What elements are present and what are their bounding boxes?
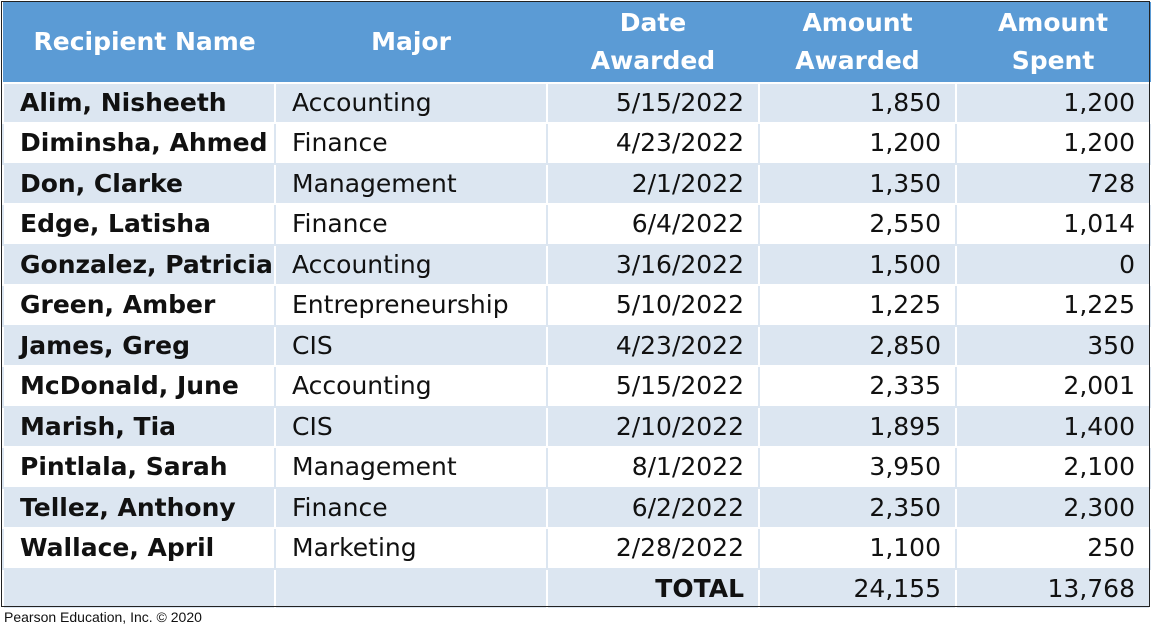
cell-recipient-name: Marish, Tia [2, 405, 276, 448]
header-recipient-name: Recipient Name [2, 2, 276, 83]
cell-amount-spent: 2,001 [955, 365, 1151, 408]
table-row: Marish, Tia CIS 2/10/2022 1,895 1,400 [2, 405, 1151, 448]
cell-major: Finance [274, 486, 548, 529]
cell-amount-spent: 0 [955, 243, 1151, 286]
cell-amount-spent: 2,300 [955, 486, 1151, 529]
cell-recipient-name: Pintlala, Sarah [2, 446, 276, 489]
cell-amount-spent: 1,400 [955, 405, 1151, 448]
total-label: TOTAL [546, 567, 760, 610]
cell-date-awarded: 6/2/2022 [546, 486, 760, 529]
cell-amount-awarded: 1,350 [758, 162, 957, 205]
cell-major: CIS [274, 324, 548, 367]
cell-recipient-name: Alim, Nisheeth [2, 81, 276, 124]
cell-amount-spent: 728 [955, 162, 1151, 205]
cell-amount-awarded: 1,100 [758, 527, 957, 570]
table-body: Alim, Nisheeth Accounting 5/15/2022 1,850 1,… [2, 81, 1151, 610]
header-amount-awarded: Amount Awarded [758, 2, 957, 83]
cell-amount-spent: 2,100 [955, 446, 1151, 489]
cell-major: Marketing [274, 527, 548, 570]
cell-date-awarded: 5/15/2022 [546, 81, 760, 124]
cell-major: Management [274, 446, 548, 489]
cell-recipient-name: Wallace, April [2, 527, 276, 570]
table-header: Recipient Name Major Date Awarded Amount… [2, 2, 1151, 83]
cell-amount-awarded: 2,350 [758, 486, 957, 529]
cell-date-awarded: 2/1/2022 [546, 162, 760, 205]
total-amount-awarded: 24,155 [758, 567, 957, 610]
cell-major: CIS [274, 405, 548, 448]
cell-date-awarded: 4/23/2022 [546, 324, 760, 367]
cell-recipient-name: Tellez, Anthony [2, 486, 276, 529]
cell-major: Finance [274, 122, 548, 165]
cell-recipient-name: Diminsha, Ahmed [2, 122, 276, 165]
table-row: Diminsha, Ahmed Finance 4/23/2022 1,200 1,20… [2, 122, 1151, 165]
cell-major: Accounting [274, 81, 548, 124]
cell-amount-awarded: 2,550 [758, 203, 957, 246]
header-row: Recipient Name Major Date Awarded Amount… [2, 2, 1151, 83]
cell-major: Finance [274, 203, 548, 246]
table-row: Tellez, Anthony Finance 6/2/2022 2,350 2,300 [2, 486, 1151, 529]
table-row: Edge, Latisha Finance 6/4/2022 2,550 1,014 [2, 203, 1151, 246]
cell-amount-spent: 1,225 [955, 284, 1151, 327]
cell-recipient-name: Gonzalez, Patricia [2, 243, 276, 286]
cell-major: Entrepreneurship [274, 284, 548, 327]
cell-amount-awarded: 2,850 [758, 324, 957, 367]
total-empty-cell [274, 567, 548, 610]
cell-date-awarded: 5/10/2022 [546, 284, 760, 327]
cell-major: Accounting [274, 243, 548, 286]
cell-amount-spent: 1,014 [955, 203, 1151, 246]
cell-date-awarded: 8/1/2022 [546, 446, 760, 489]
cell-date-awarded: 6/4/2022 [546, 203, 760, 246]
header-spent-line2: Spent [1011, 46, 1095, 76]
cell-recipient-name: McDonald, June [2, 365, 276, 408]
cell-recipient-name: Edge, Latisha [2, 203, 276, 246]
table-row: McDonald, June Accounting 5/15/2022 2,335 2,… [2, 365, 1151, 408]
cell-amount-awarded: 3,950 [758, 446, 957, 489]
header-date-awarded: Date Awarded [546, 2, 760, 83]
total-row: TOTAL 24,155 13,768 [2, 567, 1151, 610]
cell-amount-awarded: 1,200 [758, 122, 957, 165]
header-awarded-line2: Awarded [795, 46, 920, 76]
cell-amount-awarded: 2,335 [758, 365, 957, 408]
cell-recipient-name: Don, Clarke [2, 162, 276, 205]
table-row: Pintlala, Sarah Management 8/1/2022 3,950 2,… [2, 446, 1151, 489]
cell-recipient-name: Green, Amber [2, 284, 276, 327]
total-empty-cell [2, 567, 276, 610]
scholarship-table: Recipient Name Major Date Awarded Amount… [2, 2, 1151, 610]
header-date-line2: Awarded [590, 46, 716, 76]
cell-date-awarded: 4/23/2022 [546, 122, 760, 165]
cell-date-awarded: 2/28/2022 [546, 527, 760, 570]
cell-amount-awarded: 1,850 [758, 81, 957, 124]
cell-amount-spent: 1,200 [955, 122, 1151, 165]
table-row: Don, Clarke Management 2/1/2022 1,350 728 [2, 162, 1151, 205]
cell-date-awarded: 5/15/2022 [546, 365, 760, 408]
cell-date-awarded: 3/16/2022 [546, 243, 760, 286]
table-row: Gonzalez, Patricia Accounting 3/16/2022 1,5… [2, 243, 1151, 286]
cell-amount-awarded: 1,895 [758, 405, 957, 448]
cell-major: Management [274, 162, 548, 205]
header-major: Major [274, 2, 548, 83]
header-spent-line1: Amount [997, 8, 1109, 38]
cell-date-awarded: 2/10/2022 [546, 405, 760, 448]
cell-amount-spent: 250 [955, 527, 1151, 570]
table-row: Green, Amber Entrepreneurship 5/10/2022 1,2… [2, 284, 1151, 327]
table-row: James, Greg CIS 4/23/2022 2,850 350 [2, 324, 1151, 367]
table-row: Wallace, April Marketing 2/28/2022 1,100 250 [2, 527, 1151, 570]
cell-major: Accounting [274, 365, 548, 408]
copyright-notice: Pearson Education, Inc. © 2020 [4, 609, 202, 625]
table-row: Alim, Nisheeth Accounting 5/15/2022 1,850 1,… [2, 81, 1151, 124]
cell-amount-awarded: 1,225 [758, 284, 957, 327]
total-amount-spent: 13,768 [955, 567, 1151, 610]
header-amount-spent: Amount Spent [955, 2, 1151, 83]
cell-recipient-name: James, Greg [2, 324, 276, 367]
cell-amount-awarded: 1,500 [758, 243, 957, 286]
cell-amount-spent: 350 [955, 324, 1151, 367]
header-date-line1: Date [619, 8, 687, 38]
cell-amount-spent: 1,200 [955, 81, 1151, 124]
header-awarded-line1: Amount [802, 8, 913, 38]
